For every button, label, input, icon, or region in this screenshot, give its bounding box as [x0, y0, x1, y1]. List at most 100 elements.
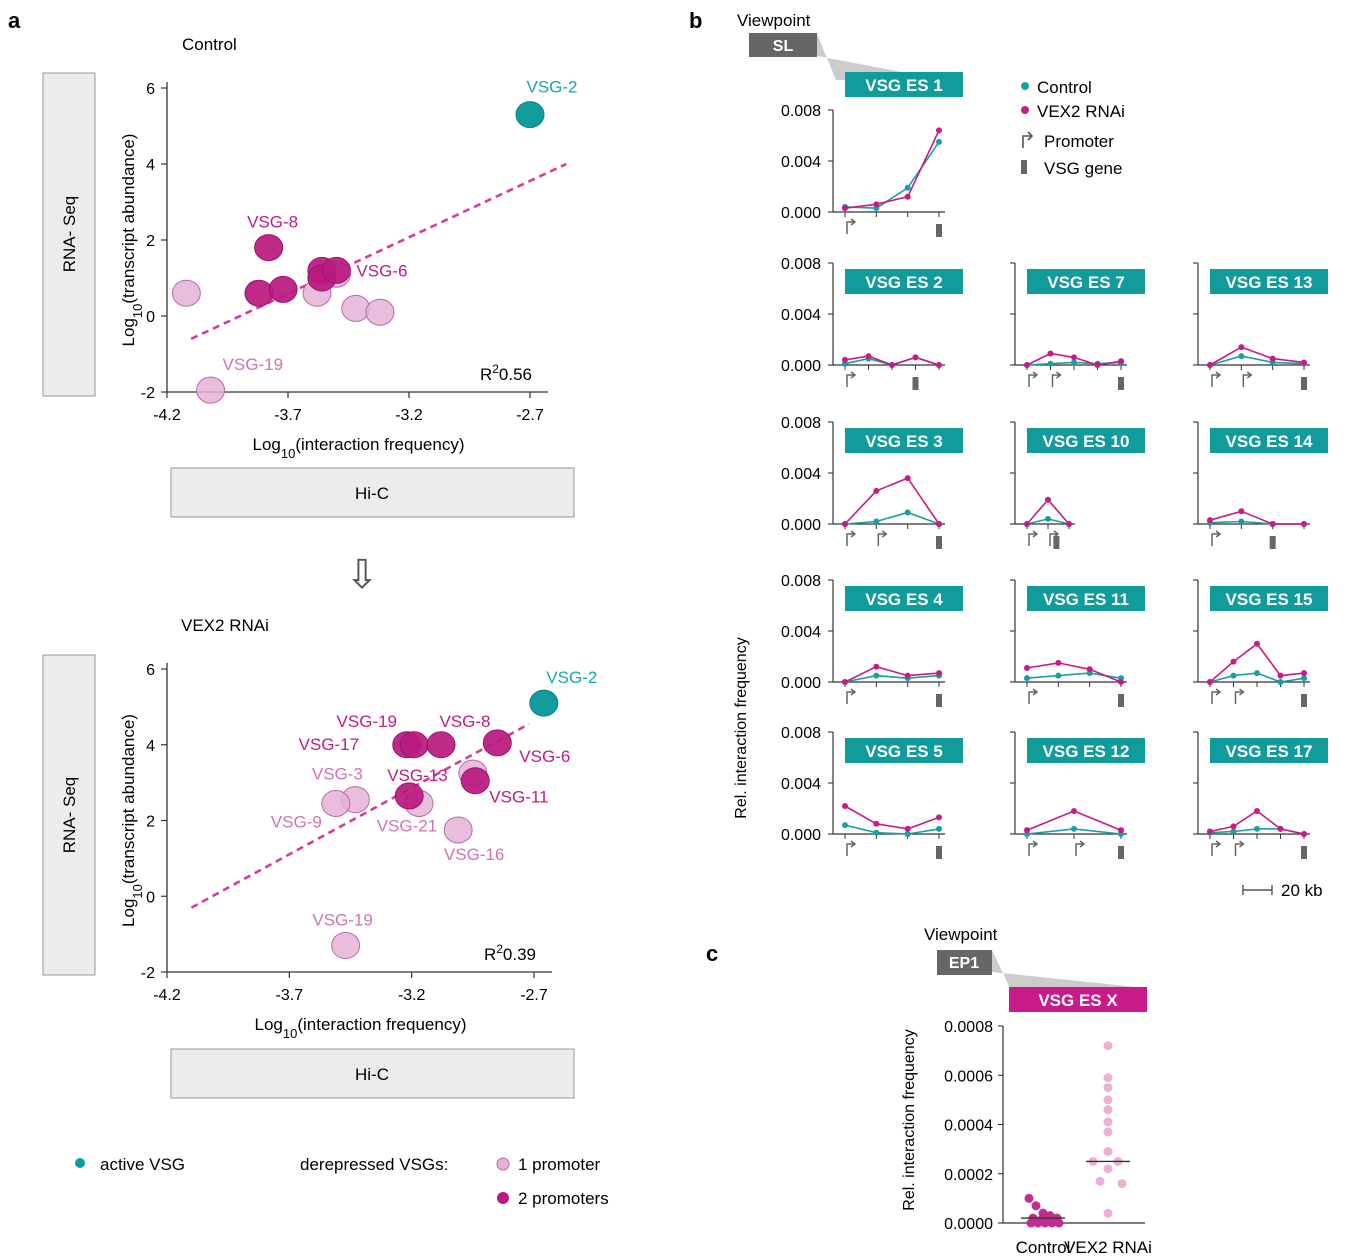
es-5-y-tick-label: 0.008 — [781, 725, 821, 742]
c-control-point — [1047, 1218, 1057, 1228]
c-control-point — [1054, 1218, 1064, 1228]
es-3-control-point — [904, 509, 911, 516]
es-12-title: VSG ES 12 — [1043, 742, 1130, 761]
c-title: VSG ES X — [1038, 991, 1118, 1010]
es-7-rnai-point — [1071, 354, 1077, 361]
legend-two-promoters-marker — [497, 1192, 509, 1204]
es-5-control-point — [873, 829, 880, 836]
a_rnai-point-two-vsg-6 — [482, 729, 512, 757]
hic-label-top: Hi-C — [355, 484, 389, 503]
legend-one-promoter-marker — [496, 1157, 510, 1171]
es-12-title-badge — [1027, 738, 1145, 763]
es-14-rnai-line — [1209, 510, 1304, 525]
c-y-tick-label: 0.0006 — [944, 1068, 993, 1085]
a_rnai-point-two-vsg-11 — [460, 767, 490, 795]
es-4-rnai-point — [904, 672, 911, 679]
a_rnai-point-two-vsg-13 — [394, 782, 424, 810]
es-2-rnai-point — [912, 354, 919, 361]
a_rnai-x-tick-label: -3.7 — [276, 987, 304, 1004]
a_rnai-x-tick-label: -2.7 — [520, 987, 548, 1004]
a_rnai-point-one-vsg-19 — [331, 931, 361, 959]
es-17-control-point — [1254, 825, 1260, 832]
es-15-control-point — [1230, 672, 1237, 679]
a_control-y-tick-label: -2 — [141, 385, 155, 402]
a_rnai-label-vsg-8: VSG-8 — [440, 712, 491, 731]
es-3-rnai-point — [842, 521, 848, 527]
c-rnai-point — [1103, 1105, 1113, 1115]
es-4-rnai-point — [842, 679, 848, 685]
es-3-rnai-point — [904, 475, 911, 482]
es-11-vsg-gene-icon — [1118, 694, 1124, 707]
es-3-control-line — [844, 511, 940, 525]
c-control-point — [1038, 1208, 1048, 1218]
es-11-rnai-line — [1026, 662, 1122, 683]
b-legend-control-marker — [1021, 82, 1029, 90]
es-2-y-tick-label: 0.008 — [781, 256, 821, 273]
a_control-r-squared: R20.56 — [480, 362, 532, 384]
es-5-rnai-point — [936, 814, 942, 821]
es-5-rnai-point — [842, 802, 848, 809]
c-rnai-point — [1103, 1164, 1113, 1174]
es-3-y-tick-label: 0.004 — [781, 466, 821, 483]
a_rnai-point-one-vsg-16 — [443, 816, 473, 844]
es-14-rnai-point — [1269, 521, 1276, 527]
panel-label-b: b — [689, 8, 702, 33]
es-12-vsg-gene-icon — [1118, 846, 1124, 859]
es-2-rnai-point — [865, 353, 872, 360]
es-4-y-tick-label: 0.008 — [781, 573, 821, 590]
b-legend-promoter-icon — [1022, 131, 1034, 148]
a_rnai-x-axis-label: Log10(interaction frequency) — [255, 1015, 467, 1041]
a_rnai-label-vsg-13: VSG-13 — [387, 766, 447, 785]
a_control-x-tick-label: -3.7 — [274, 407, 302, 424]
es-11-rnai-point — [1024, 664, 1030, 671]
c-y-tick-label: 0.0008 — [944, 1019, 993, 1036]
a_rnai-label-vsg-19: VSG-19 — [337, 712, 397, 731]
c-y-axis-label: Rel. interaction frequency — [901, 1029, 918, 1210]
es-10-promoter-icon — [1028, 530, 1039, 546]
es-13-vsg-gene-icon — [1301, 377, 1307, 390]
es-17-rnai-point — [1277, 825, 1284, 832]
c-control-point — [1033, 1218, 1043, 1228]
c-title-box — [1009, 987, 1147, 1012]
es-15-promoter-icon — [1234, 688, 1245, 704]
es-15-rnai-point — [1277, 672, 1284, 679]
es-5-control-point — [904, 831, 911, 837]
legend-active-marker — [75, 1158, 85, 1168]
a_control-point-two-vsg-8 — [254, 234, 284, 262]
a_rnai-label-vsg-19: VSG-19 — [312, 910, 372, 929]
a_rnai-fit-line — [190, 722, 530, 909]
es-10-control-point — [1045, 515, 1051, 522]
es-10-rnai-point — [1066, 521, 1072, 527]
a_control-y-tick-label: 2 — [146, 233, 155, 250]
es-13-control-line — [1209, 355, 1305, 366]
es-3-rnai-point — [873, 487, 880, 494]
b-legend-vsg-gene-label: VSG gene — [1044, 159, 1122, 178]
es-15-rnai-point — [1254, 640, 1260, 647]
es-5-control-point — [936, 825, 942, 832]
b-legend-rnai-marker — [1021, 106, 1029, 114]
c-viewpoint-label: Viewpoint — [924, 925, 998, 944]
es-7-rnai-point — [1118, 358, 1124, 365]
es-7-promoter-icon — [1051, 371, 1062, 387]
es-15-vsg-gene-icon — [1301, 694, 1307, 707]
es-5-y-tick-label: 0.000 — [781, 827, 821, 844]
es-4-vsg-gene-icon — [936, 694, 942, 707]
rnaseq-label-top: RNA- Seq — [60, 196, 79, 273]
es-15-control-point — [1301, 675, 1307, 682]
a_rnai-point-two-vsg-17 — [399, 731, 429, 759]
es-14-rnai-point — [1301, 521, 1307, 527]
es-10-title: VSG ES 10 — [1043, 432, 1130, 451]
es-2-title-badge — [845, 269, 963, 294]
es-11-rnai-point — [1118, 679, 1124, 685]
es-5-rnai-point — [904, 825, 911, 832]
es-7-control-point — [1047, 360, 1054, 367]
es-3-rnai-point — [936, 521, 942, 527]
b-legend-promoter-label: Promoter — [1044, 132, 1114, 151]
c-rnai-point — [1103, 1041, 1113, 1051]
es-13-promoter-icon — [1242, 371, 1253, 387]
es-2-vsg-gene-icon — [912, 377, 919, 390]
b-legend-vsg-gene-icon — [1021, 160, 1027, 174]
es-12-rnai-point — [1024, 827, 1030, 834]
a_rnai-label-vsg-16: VSG-16 — [444, 845, 504, 864]
es-7-rnai-point — [1047, 350, 1054, 357]
